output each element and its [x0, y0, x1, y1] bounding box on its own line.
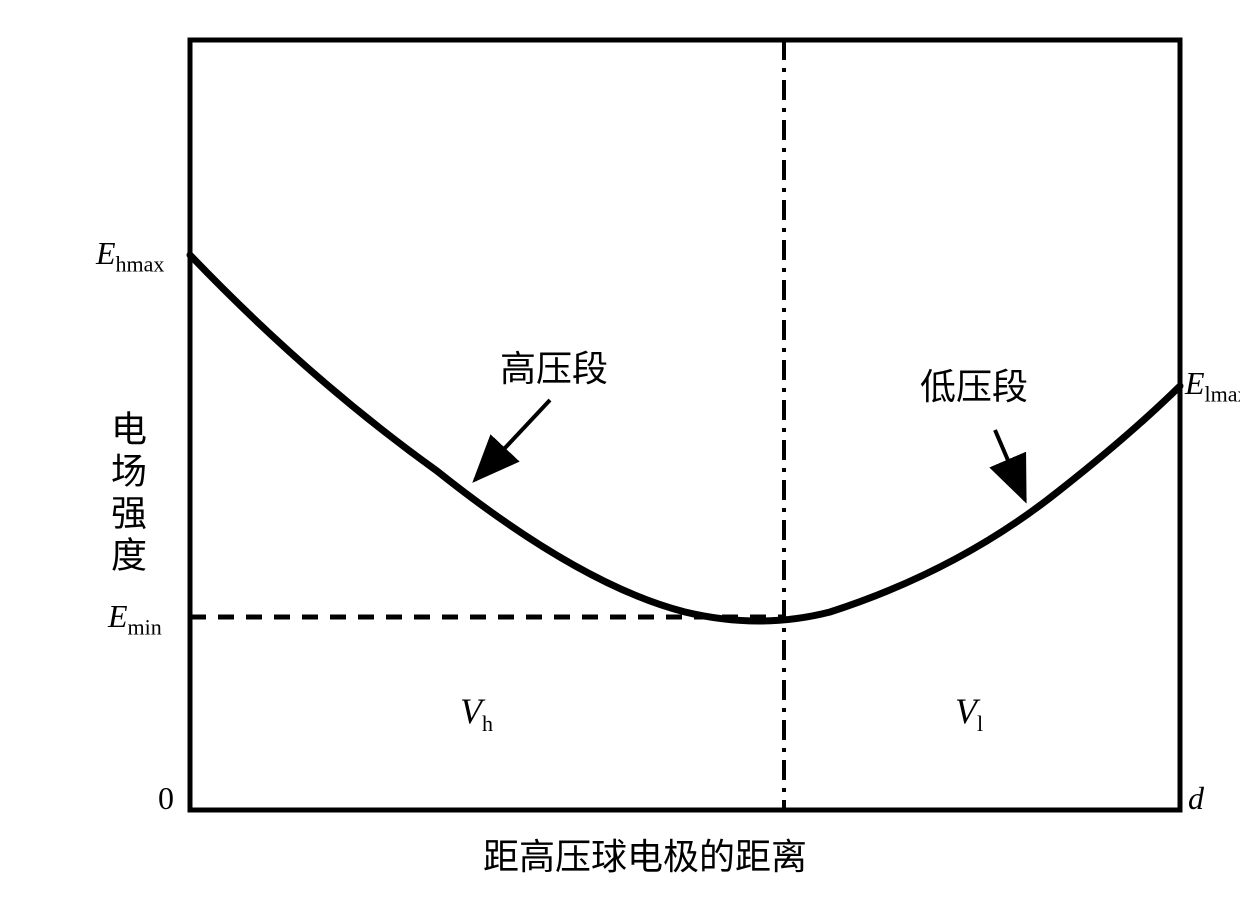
low-pressure-annotation: 低压段: [920, 358, 1028, 410]
y-axis-label: 电场强度: [100, 410, 152, 578]
x-axis-label: 距高压球电极的距离: [483, 828, 807, 880]
tick-ehmax: Ehmax: [96, 235, 164, 277]
chart-container: 电场强度 距高压球电极的距离 Ehmax Emin Elmax 0 d 高压段 …: [80, 30, 1210, 880]
tick-emin: Emin: [108, 598, 162, 640]
field-curve: [190, 255, 1180, 621]
x-end-label: d: [1188, 780, 1204, 817]
low-section-arrow: [995, 430, 1025, 500]
origin-label: 0: [158, 780, 174, 817]
chart-svg: [80, 30, 1210, 830]
vl-label: Vl: [955, 690, 983, 737]
high-section-arrow: [475, 400, 550, 480]
plot-border: [190, 40, 1180, 810]
high-pressure-annotation: 高压段: [500, 340, 608, 392]
tick-elmax: Elmax: [1185, 365, 1240, 407]
vh-label: Vh: [460, 690, 493, 737]
